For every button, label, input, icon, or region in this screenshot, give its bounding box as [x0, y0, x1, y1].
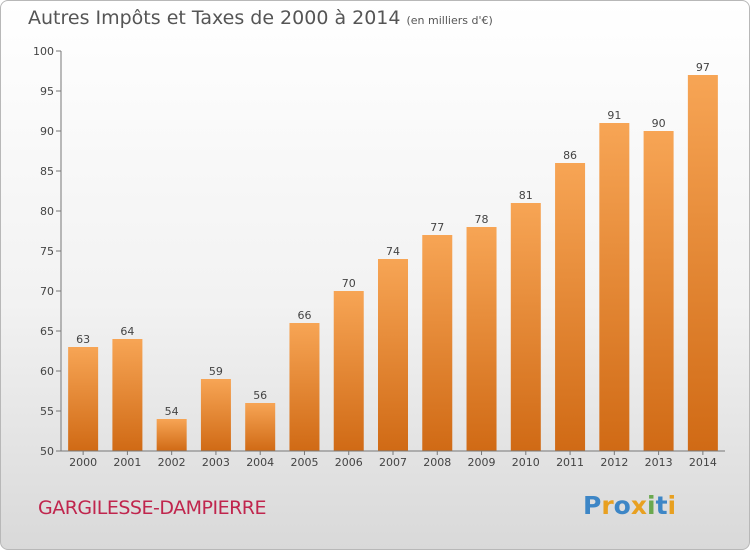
x-tick-label-2002: 2002: [158, 456, 186, 469]
x-tick-label-2006: 2006: [335, 456, 363, 469]
bar-2010: [510, 203, 541, 451]
x-tick-label-2012: 2012: [600, 456, 628, 469]
value-label-2014: 97: [696, 61, 710, 74]
bar-2012: [599, 123, 630, 451]
x-tick-label-2008: 2008: [423, 456, 451, 469]
value-label-2005: 66: [297, 309, 311, 322]
value-label-2013: 90: [652, 117, 666, 130]
value-label-2010: 81: [519, 189, 533, 202]
x-tick-label-2005: 2005: [290, 456, 318, 469]
value-label-2000: 63: [76, 333, 90, 346]
bar-2006: [333, 291, 364, 451]
x-tick-label-2013: 2013: [645, 456, 673, 469]
y-tick-label-80: 80: [40, 205, 54, 218]
value-label-2003: 59: [209, 365, 223, 378]
value-label-2008: 77: [430, 221, 444, 234]
chart-title: Autres Impôts et Taxes de 2000 à 2014 (en…: [28, 7, 493, 29]
x-tick-label-2011: 2011: [556, 456, 584, 469]
bar-2000: [68, 347, 99, 451]
bar-2013: [643, 131, 674, 451]
x-tick-label-2010: 2010: [512, 456, 540, 469]
x-tick-label-2009: 2009: [468, 456, 496, 469]
bar-2007: [378, 259, 408, 451]
x-tick-label-2003: 2003: [202, 456, 230, 469]
value-label-2001: 64: [120, 325, 134, 338]
logo-letter: i: [667, 491, 677, 520]
logo-letter: x: [630, 491, 647, 520]
value-label-2007: 74: [386, 245, 400, 258]
x-tick-label-2001: 2001: [113, 456, 141, 469]
bar-2004: [245, 403, 276, 451]
y-tick-label-55: 55: [40, 405, 54, 418]
bar-2003: [200, 379, 231, 451]
x-tick-label-2004: 2004: [246, 456, 274, 469]
y-tick-label-70: 70: [40, 285, 54, 298]
logo-letter: r: [601, 491, 614, 520]
value-label-2009: 78: [475, 213, 489, 226]
y-tick-label-65: 65: [40, 325, 54, 338]
chart-title-main: Autres Impôts et Taxes de 2000 à 2014: [28, 7, 401, 29]
value-label-2012: 91: [607, 109, 621, 122]
logo-letter: i: [647, 491, 656, 520]
bar-2008: [422, 235, 453, 451]
commune-name: GARGILESSE-DAMPIERRE: [38, 497, 266, 519]
x-tick-label-2000: 2000: [69, 456, 97, 469]
y-tick-label-75: 75: [40, 245, 54, 258]
y-tick-label-90: 90: [40, 125, 54, 138]
value-label-2004: 56: [253, 389, 267, 402]
bar-2014: [687, 75, 718, 451]
bar-2005: [289, 323, 320, 451]
bar-2002: [156, 419, 187, 451]
y-tick-label-95: 95: [40, 85, 54, 98]
value-label-2006: 70: [342, 277, 356, 290]
x-tick-label-2007: 2007: [379, 456, 407, 469]
chart-title-unit: (en milliers d'€): [406, 14, 493, 27]
bar-2001: [112, 339, 143, 451]
value-label-2002: 54: [165, 405, 179, 418]
x-tick-label-2014: 2014: [689, 456, 717, 469]
bar-2009: [466, 227, 497, 451]
y-tick-label-60: 60: [40, 365, 54, 378]
y-tick-label-50: 50: [40, 445, 54, 458]
logo-letter: t: [655, 491, 668, 520]
logo-letter: P: [583, 491, 602, 520]
value-label-2011: 86: [563, 149, 577, 162]
proxiti-logo[interactable]: Proxiti: [583, 491, 676, 520]
logo-letter: o: [613, 491, 631, 520]
y-tick-label-85: 85: [40, 165, 54, 178]
bar-2011: [555, 163, 586, 451]
y-tick-label-100: 100: [33, 45, 54, 58]
